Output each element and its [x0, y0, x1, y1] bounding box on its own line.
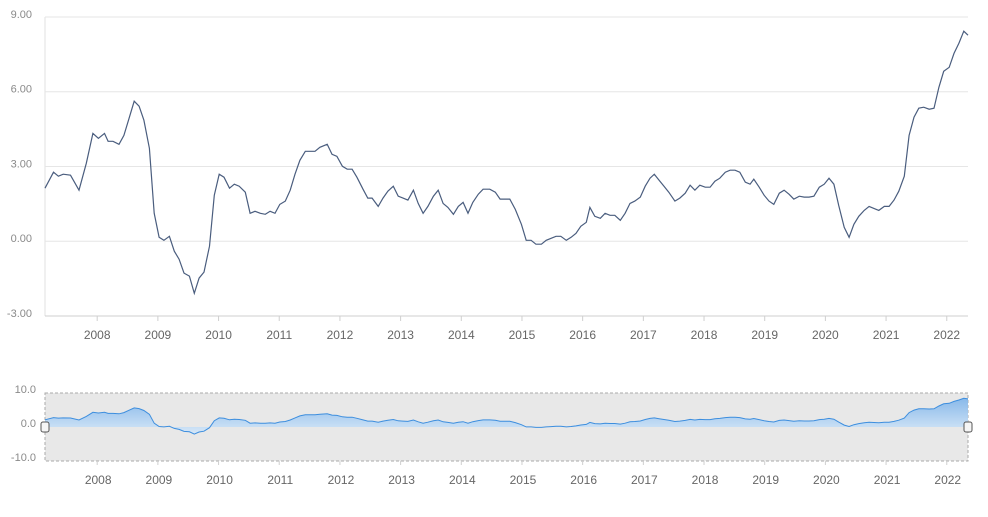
x-tick-label: 2021	[873, 328, 900, 342]
x-tick-label: 2018	[691, 328, 718, 342]
x-tick-label: 2009	[145, 328, 172, 342]
y-tick-label: 0.00	[11, 233, 32, 245]
nav-x-tick-label: 2013	[388, 473, 415, 487]
x-tick-label: 2017	[630, 328, 657, 342]
nav-x-tick-label: 2014	[449, 473, 476, 487]
main-plot: -3.00 0.00 3.00 6.00 9.00 2008 2009 2010 2011 201…	[7, 9, 969, 342]
nav-x-tick-label: 2012	[328, 473, 355, 487]
y-tick-label: 3.00	[11, 158, 32, 170]
x-tick-label: 2013	[387, 328, 414, 342]
nav-x-tick-label: 2016	[570, 473, 597, 487]
nav-handle[interactable]	[963, 421, 973, 433]
nav-x-tick-label: 2009	[146, 473, 173, 487]
x-tick-label: 2014	[448, 328, 475, 342]
data-line	[44, 30, 969, 296]
nav-area	[45, 398, 968, 435]
nav-handle[interactable]	[40, 421, 50, 433]
x-tick-label: 2016	[569, 328, 596, 342]
nav-x-tick-label: 2018	[692, 473, 719, 487]
x-tick-label: 2012	[327, 328, 354, 342]
nav-x-tick-label: 2011	[267, 473, 293, 487]
nav-y-tick-label: -10.0	[11, 452, 36, 464]
nav-x-tick-label: 2017	[631, 473, 658, 487]
nav-x-tick-label: 2021	[874, 473, 901, 487]
nav-y-tick-label: 10.0	[15, 384, 36, 396]
y-tick-label: 9.00	[11, 9, 32, 21]
x-tick-label: 2019	[751, 328, 778, 342]
nav-x-tick-label: 2008	[85, 473, 112, 487]
y-tick-label: 6.00	[11, 84, 32, 96]
x-tick-label: 2010	[205, 328, 232, 342]
nav-x-tick-label: 2019	[752, 473, 779, 487]
navigator[interactable]: -10.0 0.0 10.0 2008 2009 2010 2011 2012 2013 2014…	[11, 384, 973, 487]
nav-x-tick-label: 2022	[934, 473, 961, 487]
nav-x-tick-label: 2010	[206, 473, 233, 487]
x-tick-label: 2011	[266, 328, 292, 342]
nav-line	[44, 397, 969, 435]
nav-x-tick-label: 2015	[510, 473, 537, 487]
x-tick-label: 2015	[509, 328, 536, 342]
nav-x-tick-label: 2020	[813, 473, 840, 487]
y-tick-label: -3.00	[7, 308, 32, 320]
x-tick-label: 2020	[812, 328, 839, 342]
x-tick-label: 2008	[84, 328, 111, 342]
nav-y-tick-label: 0.0	[21, 418, 36, 430]
x-tick-label: 2022	[933, 328, 960, 342]
